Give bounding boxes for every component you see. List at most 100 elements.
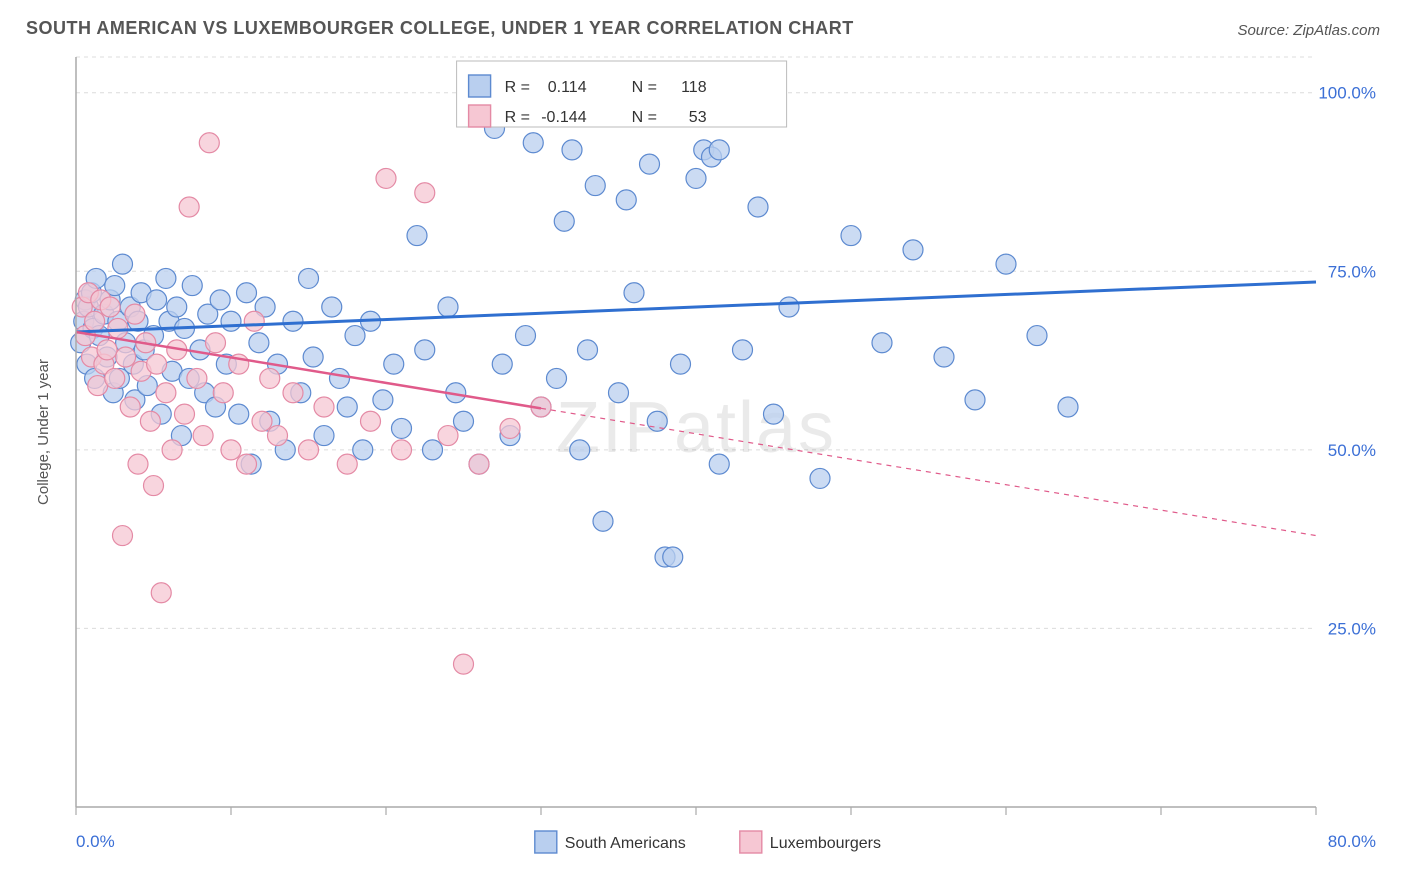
data-point [244, 311, 264, 331]
y-tick-label: 100.0% [1318, 84, 1376, 103]
data-point [113, 526, 133, 546]
data-point [353, 440, 373, 460]
data-point [748, 197, 768, 217]
data-point [415, 183, 435, 203]
data-point [578, 340, 598, 360]
data-point [162, 440, 182, 460]
data-point [229, 404, 249, 424]
data-point [965, 390, 985, 410]
data-point [116, 347, 136, 367]
data-point [314, 397, 334, 417]
data-point [438, 297, 458, 317]
data-point [221, 440, 241, 460]
chart-header: SOUTH AMERICAN VS LUXEMBOURGER COLLEGE, … [0, 0, 1406, 47]
data-point [299, 440, 319, 460]
data-point [156, 268, 176, 288]
data-point [100, 297, 120, 317]
y-tick-label: 50.0% [1328, 441, 1376, 460]
data-point [562, 140, 582, 160]
data-point [283, 311, 303, 331]
data-point [1027, 326, 1047, 346]
data-point [733, 340, 753, 360]
svg-text:53: 53 [689, 109, 707, 126]
legend-label: South Americans [565, 835, 686, 852]
data-point [303, 347, 323, 367]
data-point [167, 297, 187, 317]
legend-swatch [469, 75, 491, 97]
y-axis-label: College, Under 1 year [35, 359, 52, 505]
data-point [547, 368, 567, 388]
data-point [841, 226, 861, 246]
data-point [252, 411, 272, 431]
data-point [210, 290, 230, 310]
data-point [570, 440, 590, 460]
chart-container: ZIPatlas25.0%50.0%75.0%100.0%0.0%80.0%Co… [26, 47, 1380, 867]
data-point [113, 254, 133, 274]
data-point [624, 283, 644, 303]
legend-label: Luxembourgers [770, 835, 881, 852]
svg-text:0.114: 0.114 [548, 79, 587, 96]
svg-text:N =: N = [632, 109, 657, 126]
data-point [454, 654, 474, 674]
svg-text:R =: R = [505, 79, 530, 96]
data-point [554, 211, 574, 231]
data-point [345, 326, 365, 346]
data-point [314, 426, 334, 446]
data-point [663, 547, 683, 567]
data-point [175, 404, 195, 424]
watermark: ZIPatlas [556, 388, 836, 468]
data-point [709, 140, 729, 160]
data-point [361, 411, 381, 431]
y-tick-label: 75.0% [1328, 262, 1376, 281]
data-point [147, 354, 167, 374]
data-point [120, 397, 140, 417]
chart-source: Source: ZipAtlas.com [1237, 22, 1380, 39]
data-point [337, 454, 357, 474]
data-point [283, 383, 303, 403]
data-point [199, 133, 219, 153]
data-point [903, 240, 923, 260]
data-point [1058, 397, 1078, 417]
data-point [182, 276, 202, 296]
data-point [373, 390, 393, 410]
data-point [105, 368, 125, 388]
data-point [187, 368, 207, 388]
data-point [492, 354, 512, 374]
data-point [147, 290, 167, 310]
data-point [392, 418, 412, 438]
data-point [213, 383, 233, 403]
data-point [469, 454, 489, 474]
legend-swatch [535, 831, 557, 853]
data-point [996, 254, 1016, 274]
svg-text:N =: N = [632, 79, 657, 96]
data-point [810, 468, 830, 488]
data-point [144, 476, 164, 496]
data-point [709, 454, 729, 474]
data-point [671, 354, 691, 374]
data-point [934, 347, 954, 367]
data-point [249, 333, 269, 353]
data-point [516, 326, 536, 346]
scatter-chart: ZIPatlas25.0%50.0%75.0%100.0%0.0%80.0%Co… [26, 47, 1380, 867]
data-point [140, 411, 160, 431]
data-point [193, 426, 213, 446]
data-point [128, 454, 148, 474]
data-point [407, 226, 427, 246]
series-legend: South Americans Luxembourgers [535, 831, 881, 853]
data-point [438, 426, 458, 446]
x-tick-label: 80.0% [1328, 832, 1376, 851]
data-point [125, 304, 145, 324]
data-point [616, 190, 636, 210]
data-point [585, 176, 605, 196]
data-point [206, 333, 226, 353]
data-point [593, 511, 613, 531]
data-point [415, 340, 435, 360]
data-point [686, 168, 706, 188]
chart-title: SOUTH AMERICAN VS LUXEMBOURGER COLLEGE, … [26, 18, 854, 39]
svg-text:118: 118 [681, 79, 707, 96]
data-point [322, 297, 342, 317]
data-point [392, 440, 412, 460]
data-point [872, 333, 892, 353]
data-point [237, 454, 257, 474]
correlation-legend: R =0.114N =118R =-0.144N =53 [457, 61, 787, 127]
